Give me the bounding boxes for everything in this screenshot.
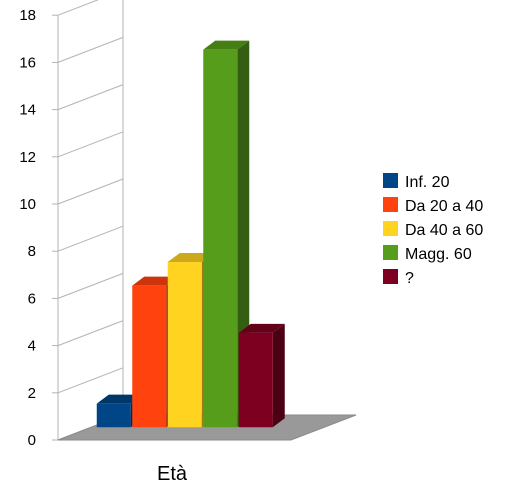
bar-top-3: [203, 40, 250, 50]
legend-swatch-0: [383, 173, 398, 188]
legend-label-0: Inf. 20: [405, 174, 450, 191]
y-tick-label-2: 4: [28, 338, 36, 355]
bar-front-2: [167, 262, 202, 428]
gridline-3: [57, 272, 124, 299]
bar-side-4: [272, 323, 285, 428]
legend-swatch-2: [383, 221, 398, 236]
bar-top-0: [96, 394, 143, 404]
bar-top-2: [167, 253, 214, 263]
bar-front-4: [238, 332, 273, 428]
bar-4: [238, 323, 285, 428]
legend-swatch-1: [383, 197, 398, 212]
legend-label-2: Da 40 a 60: [405, 222, 483, 239]
gridline-5: [57, 178, 124, 205]
bars: [96, 40, 285, 428]
x-axis-label: Età: [157, 463, 188, 485]
y-tick-label-6: 12: [19, 149, 36, 166]
y-tick-label-3: 6: [28, 290, 36, 307]
bar-front-0: [96, 403, 131, 428]
gridline-2: [57, 320, 124, 347]
y-axis-ticks: 0 2 4 6 8 10 12 14 16 18: [19, 7, 36, 449]
y-tick-label-9: 18: [19, 7, 36, 24]
bar-front-3: [203, 49, 238, 428]
y-tick-label-5: 10: [19, 196, 36, 213]
y-tick-label-4: 8: [28, 243, 36, 260]
gridline-9: [57, 0, 99, 16]
legend-label-4: ?: [405, 270, 414, 287]
legend-label-3: Magg. 60: [405, 246, 472, 263]
bar-top-1: [132, 276, 179, 286]
legend-label-1: Da 20 a 40: [405, 198, 483, 215]
bar-front-1: [132, 285, 167, 428]
gridline-8: [57, 36, 124, 63]
legend-swatch-4: [383, 269, 398, 284]
gridline-4: [57, 225, 124, 252]
y-tick-label-1: 2: [28, 385, 36, 402]
y-tick-label-7: 14: [19, 102, 36, 119]
chart-walls: [52, 0, 124, 441]
y-tick-label-0: 0: [28, 432, 36, 449]
legend-swatch-3: [383, 245, 398, 260]
legend: Inf. 20 Da 20 a 40 Da 40 a 60 Magg. 60?: [383, 173, 483, 287]
gridline-1: [57, 367, 124, 394]
gridline-6: [57, 131, 124, 158]
gridline-7: [57, 84, 124, 111]
y-tick-label-8: 16: [19, 54, 36, 71]
bar-top-4: [238, 323, 285, 333]
